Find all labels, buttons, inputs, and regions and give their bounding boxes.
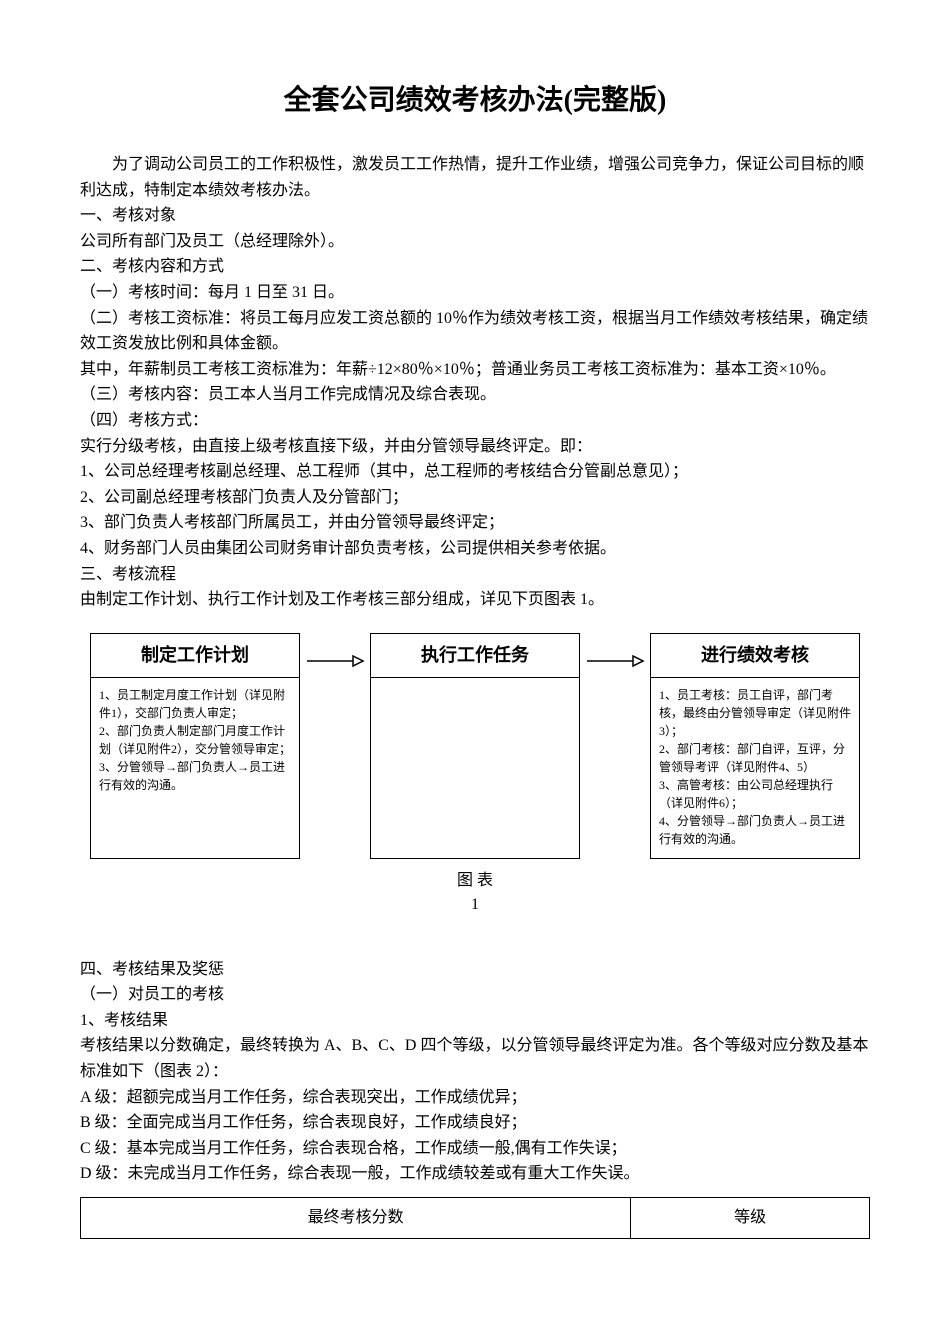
- grade-d: D 级：未完成当月工作任务，综合表现一般，工作成绩较差或有重大工作失误。: [80, 1161, 870, 1187]
- section-2-item-1: （一）考核时间：每月 1 日至 31 日。: [80, 280, 870, 306]
- flowchart: 制定工作计划 1、员工制定月度工作计划（详见附件1），交部门负责人审定； 2、部…: [80, 633, 870, 859]
- section-4: 四、考核结果及奖惩 （一）对员工的考核 1、考核结果 考核结果以分数确定，最终转…: [80, 957, 870, 1187]
- section-4-sub1-1-body: 考核结果以分数确定，最终转换为 A、B、C、D 四个等级，以分管领导最终评定为准…: [80, 1033, 870, 1084]
- flow-box-execute-content: [371, 678, 579, 858]
- arrow-right-icon: [585, 651, 645, 671]
- arrow-right-icon: [305, 651, 365, 671]
- section-2-item-4a: 实行分级考核，由直接上级考核直接下级，并由分管领导最终评定。即：: [80, 434, 870, 460]
- section-2-item-4: （四）考核方式：: [80, 408, 870, 434]
- flow-box-assess-content: 1、员工考核：员工自评，部门考核，最终由分管领导审定（详见附件3）； 2、部门考…: [651, 678, 859, 858]
- section-4-sub1: （一）对员工的考核: [80, 982, 870, 1008]
- section-2-item-4-2: 2、公司副总经理考核部门负责人及分管部门；: [80, 485, 870, 511]
- grade-table: 最终考核分数 等级: [80, 1197, 870, 1239]
- caption-line-1: 图 表: [80, 869, 870, 893]
- section-4-heading: 四、考核结果及奖惩: [80, 957, 870, 983]
- grade-c: C 级：基本完成当月工作任务，综合表现合格，工作成绩一般,偶有工作失误；: [80, 1136, 870, 1162]
- section-2-item-2: （二）考核工资标准：将员工每月应发工资总额的 10％作为绩效考核工资，根据当月工…: [80, 306, 870, 357]
- caption-line-2: 1: [80, 893, 870, 917]
- grade-a: A 级：超额完成当月工作任务，综合表现突出，工作成绩优异；: [80, 1085, 870, 1111]
- flow-arrow-1: [305, 633, 365, 671]
- section-2-item-4-4: 4、财务部门人员由集团公司财务审计部负责考核，公司提供相关参考依据。: [80, 536, 870, 562]
- grade-b: B 级：全面完成当月工作任务，综合表现良好，工作成绩良好；: [80, 1110, 870, 1136]
- document-title: 全套公司绩效考核办法(完整版): [80, 80, 870, 122]
- flow-box-plan-header: 制定工作计划: [91, 634, 299, 678]
- intro-paragraph: 为了调动公司员工的工作积极性，激发员工工作热情，提升工作业绩，增强公司竞争力，保…: [80, 152, 870, 203]
- section-3-body: 由制定工作计划、执行工作计划及工作考核三部分组成，详见下页图表 1。: [80, 587, 870, 613]
- table-row: 最终考核分数 等级: [81, 1198, 870, 1239]
- flow-box-execute-header: 执行工作任务: [371, 634, 579, 678]
- flow-box-execute: 执行工作任务: [370, 633, 580, 859]
- section-1-body: 公司所有部门及员工（总经理除外）。: [80, 229, 870, 255]
- section-2-item-3: （三）考核内容：员工本人当月工作完成情况及综合表现。: [80, 382, 870, 408]
- flow-box-assess-header: 进行绩效考核: [651, 634, 859, 678]
- table-header-score: 最终考核分数: [81, 1198, 631, 1239]
- flow-box-plan-content: 1、员工制定月度工作计划（详见附件1），交部门负责人审定； 2、部门负责人制定部…: [91, 678, 299, 858]
- flow-arrow-2: [585, 633, 645, 671]
- section-1-heading: 一、考核对象: [80, 203, 870, 229]
- flowchart-caption: 图 表 1: [80, 869, 870, 917]
- section-3-heading: 三、考核流程: [80, 562, 870, 588]
- flow-box-plan: 制定工作计划 1、员工制定月度工作计划（详见附件1），交部门负责人审定； 2、部…: [90, 633, 300, 859]
- section-2-heading: 二、考核内容和方式: [80, 254, 870, 280]
- section-4-sub1-1: 1、考核结果: [80, 1008, 870, 1034]
- document-body: 为了调动公司员工的工作积极性，激发员工工作热情，提升工作业绩，增强公司竞争力，保…: [80, 152, 870, 613]
- section-2-item-2b: 其中，年薪制员工考核工资标准为：年薪÷12×80％×10％；普通业务员工考核工资…: [80, 357, 870, 383]
- flow-box-assess: 进行绩效考核 1、员工考核：员工自评，部门考核，最终由分管领导审定（详见附件3）…: [650, 633, 860, 859]
- table-header-grade: 等级: [631, 1198, 870, 1239]
- section-2-item-4-3: 3、部门负责人考核部门所属员工，并由分管领导最终评定；: [80, 510, 870, 536]
- section-2-item-4-1: 1、公司总经理考核副总经理、总工程师（其中，总工程师的考核结合分管副总意见）；: [80, 459, 870, 485]
